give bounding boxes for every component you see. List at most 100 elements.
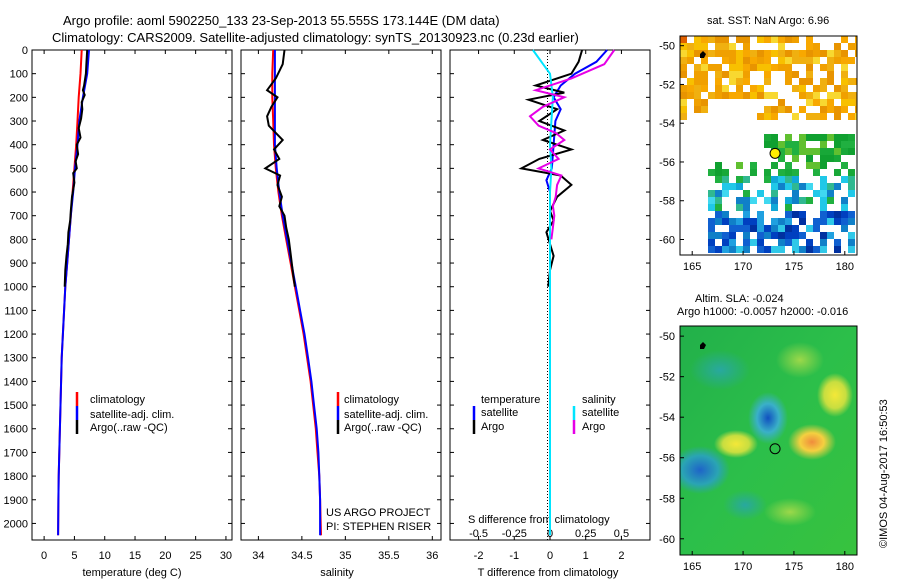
sst-cell — [743, 211, 750, 218]
sst-cell — [778, 176, 785, 183]
sst-cell — [771, 162, 778, 169]
sla-map-frame — [679, 325, 858, 556]
sst-cell — [827, 106, 834, 113]
sst-cell — [736, 218, 743, 225]
map-lon-tick-label: 165 — [683, 261, 701, 273]
sst-cell — [722, 211, 729, 218]
x-tick-label: 15 — [129, 550, 141, 562]
sst-cell — [841, 218, 848, 225]
sst-cell — [806, 183, 813, 190]
sst-cell — [848, 246, 855, 253]
sst-cell — [813, 246, 820, 253]
sst-cell — [708, 246, 715, 253]
sla-teal-patch — [690, 350, 750, 390]
sst-cell — [701, 43, 708, 50]
sst-cell — [722, 239, 729, 246]
legend-label-argo: Argo(..raw -QC) — [344, 422, 422, 434]
sst-cell — [694, 36, 701, 43]
sst-map — [679, 35, 858, 256]
sst-cell — [771, 232, 778, 239]
series-line-argo-raw-qc- — [263, 49, 296, 287]
sst-cell — [806, 225, 813, 232]
sst-cell — [827, 155, 834, 162]
sst-cell — [708, 197, 715, 204]
sst-cell — [855, 113, 857, 120]
x-tick-label: 2 — [618, 550, 624, 562]
sst-cell — [841, 211, 848, 218]
sst-cell — [820, 50, 827, 57]
sst-cell — [785, 169, 792, 176]
sst-cell — [743, 92, 750, 99]
project-annotation: US ARGO PROJECT — [326, 507, 431, 519]
sst-cell — [806, 162, 813, 169]
sst-cell — [834, 218, 841, 225]
sst-cell — [813, 218, 820, 225]
sst-cell — [757, 246, 764, 253]
sst-cell — [820, 148, 827, 155]
sst-cell — [820, 218, 827, 225]
sst-cell — [799, 92, 806, 99]
sst-cell — [757, 36, 764, 43]
x-tick-label: 34.5 — [291, 550, 312, 562]
x-tick-label: 1 — [583, 550, 589, 562]
sst-cell — [827, 134, 834, 141]
sst-cell — [848, 78, 855, 85]
sst-cell — [694, 71, 701, 78]
salinity-axes-frame — [240, 49, 442, 541]
sst-cell — [841, 106, 848, 113]
sst-cell — [715, 190, 722, 197]
sst-cell — [841, 141, 848, 148]
sst-cell — [722, 43, 729, 50]
sst-cell — [778, 232, 785, 239]
sst-cell — [729, 232, 736, 239]
sst-cell — [820, 183, 827, 190]
sst-cell — [722, 71, 729, 78]
sst-cell — [785, 211, 792, 218]
sst-cell — [820, 106, 827, 113]
sst-cell — [799, 183, 806, 190]
y-tick-label: 200 — [10, 92, 28, 104]
sst-cell — [715, 204, 722, 211]
sst-cell — [785, 239, 792, 246]
sst-cell — [813, 50, 820, 57]
sst-cell — [701, 106, 708, 113]
sst-cell — [834, 169, 841, 176]
sst-cell — [722, 232, 729, 239]
axis-ticks: 0 5 10 15 20 25 300100200300400500600700800900… — [4, 41, 854, 573]
sst-cell — [778, 57, 785, 64]
sst-cell — [722, 176, 729, 183]
sst-cell — [764, 197, 771, 204]
sst-cell — [694, 106, 701, 113]
sst-cell — [834, 50, 841, 57]
sst-cell — [792, 155, 799, 162]
y-tick-label: 1500 — [4, 400, 28, 412]
sst-cell — [848, 169, 855, 176]
sst-cell — [736, 197, 743, 204]
sst-cell — [771, 190, 778, 197]
salinity-legend: climatology satellite-adj. clim. Argo(..… — [326, 392, 431, 533]
sla-map-subtitle: Argo h1000: -0.0057 h2000: -0.016 — [677, 306, 849, 318]
sst-cell — [827, 71, 834, 78]
sst-cell — [722, 92, 729, 99]
sst-cell — [834, 183, 841, 190]
map-lon-tick-label: 180 — [836, 561, 854, 573]
s-difference-axis-label: S difference from climatology — [468, 514, 610, 526]
legend-label-t-satellite: satellite — [481, 407, 518, 419]
x-tick-label: 35.5 — [378, 550, 399, 562]
sst-cell — [841, 225, 848, 232]
y-tick-label: 2000 — [4, 518, 28, 530]
y-tick-label: 1900 — [4, 495, 28, 507]
sst-cell — [736, 246, 743, 253]
sst-cell — [715, 50, 722, 57]
sst-cell — [778, 36, 785, 43]
sst-cell — [708, 204, 715, 211]
sst-cell — [848, 239, 855, 246]
sst-cell — [708, 92, 715, 99]
legend-heading-temperature: temperature — [481, 394, 540, 406]
sst-cell — [778, 43, 785, 50]
sst-cell — [764, 169, 771, 176]
sst-cell — [680, 92, 687, 99]
sst-cell — [855, 99, 857, 106]
sst-cell — [813, 85, 820, 92]
sla-map — [679, 325, 858, 556]
